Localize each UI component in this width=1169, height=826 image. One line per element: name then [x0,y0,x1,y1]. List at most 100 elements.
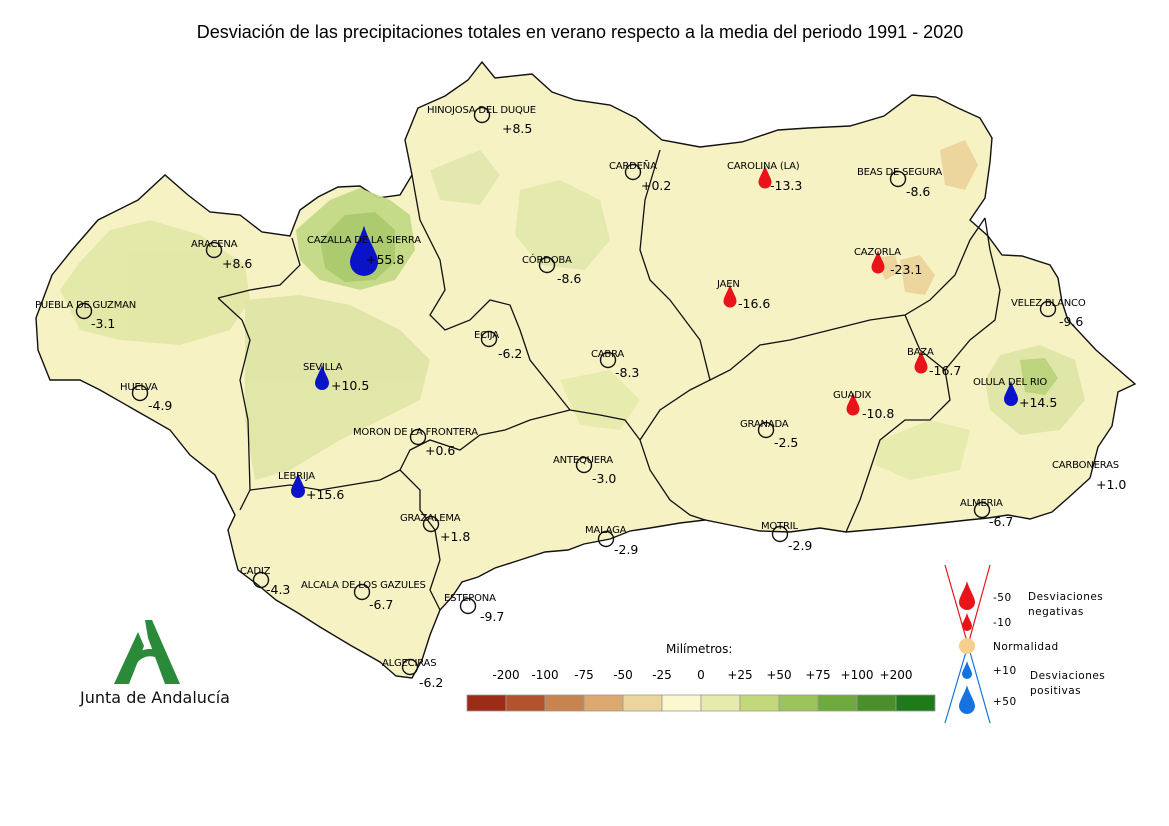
legend-positive-label: positivas [1030,685,1081,697]
red-drop-icon [758,165,772,189]
station-circle-icon [1039,300,1057,318]
station-19: MORON DE LA FRONTERA +0.6 [353,427,478,458]
station-value: -16.7 [929,363,961,378]
station-circle-icon [459,597,477,615]
scale-label: -200 [492,668,519,682]
station-value: -6.2 [419,675,443,690]
legend-negative-label: Desviaciones [1028,591,1103,603]
station-0: HINOJOSA DEL DUQUE +8.5 [427,105,536,136]
station-8: JAEN -16.6 [716,279,770,311]
station-1: CARDEÑA +0.2 [609,159,671,193]
station-circle-icon [575,456,593,474]
scale-label: -50 [613,668,633,682]
station-22: LEBRIJA +15.6 [278,471,344,502]
scale-swatch [895,694,936,712]
station-5: CAZALLA DE LA SIERRA +55.8 [307,225,421,276]
station-name: ESTEPONA [444,593,496,604]
station-name: SEVILLA [303,362,343,373]
scale-label: -25 [652,668,672,682]
andalucia-region [35,60,1137,679]
station-value: -2.9 [788,538,812,553]
station-15: HUELVA -4.9 [120,382,172,413]
station-value: -2.5 [774,435,798,450]
map-title: Desviación de las precipitaciones totale… [196,22,964,42]
station-circle-icon [538,256,556,274]
station-name: ALMERIA [960,498,1003,509]
andalucia-emblem-icon [114,620,180,684]
station-value: -6.7 [989,514,1013,529]
station-value: -8.6 [906,184,930,199]
station-name: LEBRIJA [278,471,315,482]
scale-swatch [622,694,663,712]
scale-title: Milímetros: [666,642,732,656]
station-name: CAZORLA [854,247,901,258]
color-scale: Milímetros: -200 -100 -75 -50 -25 0 +25 +50 +75 +1… [466,642,936,712]
legend-item-label: +10 [993,665,1017,677]
scale-swatch [778,694,819,712]
station-circle-icon [973,501,991,519]
scale-label: -100 [531,668,558,682]
scale-swatch [817,694,858,712]
scale-label: +100 [841,668,874,682]
station-name: GUADIX [833,390,872,401]
station-circle-icon [757,421,775,439]
blue-drop-large-icon [959,685,975,714]
station-value: -2.9 [614,542,638,557]
station-name: OLULA DEL RIO [973,377,1047,388]
red-drop-icon [914,350,928,374]
station-circle-icon [75,302,93,320]
red-drop-icon [723,284,737,308]
station-4: ARACENA +8.6 [191,239,252,271]
station-11: VELEZ BLANCO -9.6 [1011,298,1086,329]
station-value: -4.9 [148,398,172,413]
legend-item-label: Normalidad [993,641,1059,653]
station-value: -9.7 [480,609,504,624]
station-name: BAZA [907,347,934,358]
scale-label: +200 [880,668,913,682]
station-23: ALMERIA -6.7 [960,498,1013,529]
station-value: +15.6 [306,487,344,502]
blue-drop-small-icon [962,661,972,679]
station-7: CAZORLA -23.1 [854,247,922,277]
station-name: ARACENA [191,239,238,250]
station-name: ANTEQUERA [553,455,613,466]
station-value: +0.2 [641,178,671,193]
junta-de-andalucia-logo: Junta de Andalucía [70,618,240,713]
red-drop-small-icon [962,613,972,631]
station-value: -4.3 [266,582,290,597]
station-10: ECIJA -6.2 [474,330,522,361]
station-27: CADIZ -4.3 [240,566,290,597]
symbol-legend: -50 -10 Normalidad +10 +50 Desviaciones negati… [944,564,1105,724]
station-value: +1.0 [1096,477,1126,492]
scale-swatch [856,694,897,712]
station-markers: HINOJOSA DEL DUQUE +8.5 CARDEÑA +0.2 CAROLIN… [35,105,1126,690]
station-name: CARBONERAS [1052,460,1119,471]
station-30: ALGECIRAS -6.2 [382,658,443,690]
station-name: ALGECIRAS [382,658,436,669]
station-name: HUELVA [120,382,158,393]
station-29: ESTEPONA -9.7 [444,593,504,624]
scale-swatch [700,694,741,712]
red-drop-large-icon [959,581,975,610]
scale-swatch [739,694,780,712]
station-circle-icon [205,241,223,259]
station-value: -9.6 [1059,314,1083,329]
station-value: -23.1 [890,262,922,277]
legend-item-label: -10 [993,617,1012,629]
scale-label: 0 [697,668,705,682]
station-value: +8.6 [222,256,252,271]
station-circle-icon [771,525,789,543]
station-value: -3.0 [592,471,616,486]
station-name: VELEZ BLANCO [1011,298,1086,309]
station-circle-icon [597,530,615,548]
station-circle-icon [599,351,617,369]
station-circle-icon [473,106,491,124]
station-name: ALCALA DE LOS GAZULES [301,580,426,591]
station-value: +55.8 [366,252,404,267]
station-name: MOTRIL [761,521,799,532]
station-12: SEVILLA +10.5 [303,362,369,393]
normal-circle-icon [959,638,975,654]
station-18: GRANADA -2.5 [740,419,798,450]
station-name: CÓRDOBA [522,253,572,266]
